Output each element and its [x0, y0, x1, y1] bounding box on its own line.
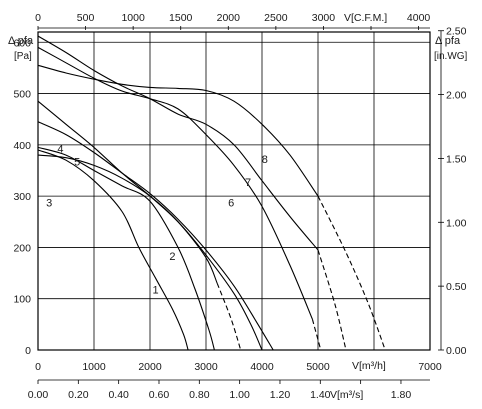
- left-axis-label-line1: Δ pfa: [8, 35, 34, 47]
- left-tick-label: 300: [13, 191, 31, 203]
- left-tick-label: 600: [13, 37, 31, 49]
- curve-8-extrapolated: [317, 195, 386, 351]
- top-tick-label: 500: [77, 12, 95, 24]
- curve-8: [37, 64, 319, 197]
- top-tick-label: 2000: [217, 12, 241, 24]
- left-axis-label-line2: [Pa]: [14, 51, 32, 62]
- bottom2-tick-label: 0.40: [108, 389, 129, 401]
- curve-2: [37, 146, 215, 351]
- curve-5: [37, 121, 274, 351]
- right-axis-label-line2: [in.WG]: [434, 51, 468, 62]
- bottom-axis-label: V[m³/h]: [352, 360, 386, 372]
- right-tick-label: 0.50: [446, 281, 467, 293]
- right-axis-label-line1: Δ pfa: [435, 35, 461, 47]
- bottom2-tick-label: 0.80: [189, 389, 210, 401]
- top-tick-label: 2500: [264, 12, 288, 24]
- curve-7-extrapolated: [317, 249, 347, 351]
- curve-3-extrapolated: [216, 283, 242, 351]
- curve-label-5: 5: [74, 156, 80, 168]
- left-tick-label: 400: [13, 140, 31, 152]
- curve-label-2: 2: [169, 251, 175, 263]
- right-tick-label: 0.00: [446, 345, 467, 357]
- curve-labels: 1 2 3 45 678: [46, 144, 268, 297]
- curve-6-extrapolated: [311, 319, 322, 351]
- right-tick-label: 2.50: [446, 26, 467, 38]
- bottom-tick-label: 3000: [194, 361, 218, 373]
- curve-7: [37, 35, 319, 251]
- top-tick-label: 3000: [312, 12, 336, 24]
- top-tick-label: 0: [35, 12, 41, 24]
- curves: [37, 35, 386, 351]
- tick-labels: 01002003004005006000.000.501.001.502.002…: [13, 12, 466, 401]
- bottom2-tick-label: 1.40: [310, 389, 331, 401]
- bottom-tick-label: 0: [35, 361, 41, 373]
- bottom2-tick-label: 1.20: [270, 389, 291, 401]
- left-tick-label: 0: [25, 345, 31, 357]
- top-axis-label: V[C.F.M.]: [344, 12, 387, 24]
- bottom2-tick-label: 0.60: [149, 389, 170, 401]
- curve-3: [37, 154, 218, 284]
- left-tick-label: 100: [13, 294, 31, 306]
- curve-6: [37, 46, 313, 320]
- right-tick-label: 1.50: [446, 153, 467, 165]
- bottom2-tick-label: 0.00: [28, 389, 49, 401]
- left-tick-label: 200: [13, 242, 31, 254]
- bottom2-axis-label: V[m³/s]: [330, 389, 363, 401]
- bottom-tick-label: 2000: [138, 361, 162, 373]
- curve-label-8: 8: [262, 154, 268, 166]
- curve-label-3: 3: [46, 197, 52, 209]
- top-tick-label: 4000: [407, 12, 431, 24]
- curve-label-7: 7: [245, 177, 251, 189]
- curve-4: [37, 100, 263, 351]
- curve-1: [37, 149, 189, 351]
- bottom2-tick-label: 0.20: [68, 389, 89, 401]
- curve-label-1: 1: [153, 285, 159, 297]
- bottom2-tick-label: 1.80: [391, 389, 412, 401]
- curve-label-4: 4: [57, 144, 63, 156]
- top-tick-label: 1500: [169, 12, 193, 24]
- bottom-tick-label: 1000: [82, 361, 106, 373]
- right-tick-label: 2.00: [446, 90, 467, 102]
- bottom-tick-label: 7000: [418, 361, 442, 373]
- bottom-tick-label: 4000: [250, 361, 274, 373]
- bottom2-tick-label: 1.00: [229, 389, 250, 401]
- top-tick-label: 1000: [121, 12, 145, 24]
- bottom-tick-label: 5000: [306, 361, 330, 373]
- plot-frame: [37, 31, 431, 351]
- curve-label-6: 6: [228, 197, 234, 209]
- right-tick-label: 1.00: [446, 217, 467, 229]
- left-tick-label: 500: [13, 89, 31, 101]
